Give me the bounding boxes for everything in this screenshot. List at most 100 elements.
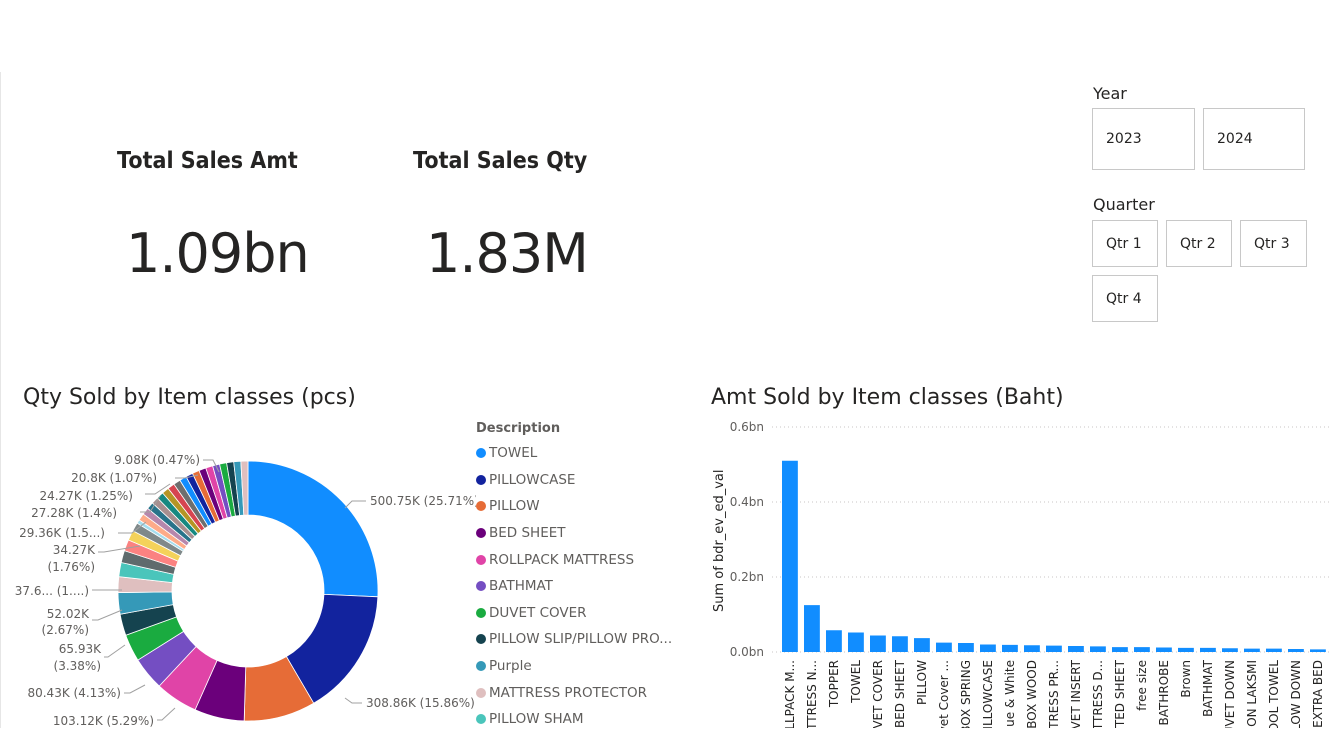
donut-label: (1.76%) [48, 560, 95, 574]
legend-color-dot [476, 687, 486, 698]
x-tick-label: MATTRESS D... [1091, 660, 1105, 728]
legend-color-dot [476, 661, 486, 672]
bar[interactable] [1024, 645, 1040, 652]
bar[interactable] [848, 632, 864, 653]
x-tick-label: Blue & White [1003, 660, 1017, 728]
bar-chart-title: Amt Sold by Item classes (Baht) [711, 385, 1064, 410]
legend-item[interactable]: MATTRESS PROTECTOR [476, 679, 676, 706]
legend-label: PILLOW [489, 498, 540, 515]
legend-color-dot [476, 634, 486, 645]
bar-chart: 0.0bn 0.2bn 0.4bn 0.6bn ROLLPACK M... MATTRE… [712, 420, 1332, 728]
year-option-2024[interactable]: 2024 [1203, 108, 1305, 170]
x-tick-label: free size [1135, 660, 1149, 711]
bar[interactable] [936, 642, 952, 652]
bar[interactable] [892, 636, 908, 652]
legend-item[interactable]: BATHMAT [476, 573, 676, 600]
bar[interactable] [1266, 648, 1282, 652]
bar[interactable] [1178, 647, 1194, 652]
legend-label: Purple [489, 658, 532, 675]
legend-label: BED SHEET [489, 525, 566, 542]
legend-color-dot [476, 554, 486, 565]
x-tick-label: Brown [1179, 660, 1193, 698]
donut-label: 52.02K [47, 607, 90, 621]
x-tick-label: BED SHEET [893, 659, 907, 728]
legend-label: PILLOWCASE [489, 471, 576, 488]
bar[interactable] [1156, 647, 1172, 653]
donut-label: 34.27K [53, 543, 96, 557]
legend-item[interactable]: BED SHEET [476, 520, 676, 547]
legend-item[interactable]: PILLOW SHAM [476, 706, 676, 733]
donut-label: 65.93K [59, 642, 102, 656]
x-tick-label: EXTRA BED [1311, 660, 1325, 728]
donut-chart: 500.75K (25.71%) 308.86K (15.86%) 9.08K … [15, 453, 476, 728]
bar[interactable] [782, 460, 798, 652]
legend-label: ROLLPACK MATTRESS [489, 551, 635, 568]
bar[interactable] [826, 630, 842, 652]
x-tick-label: TOWEL [849, 660, 863, 704]
bar[interactable] [1200, 647, 1216, 652]
page-left-border [0, 72, 1, 728]
legend-label: DUVET COVER [489, 604, 587, 621]
donut-label: 24.27K (1.25%) [39, 489, 133, 503]
donut-label: 103.12K (5.29%) [53, 714, 154, 728]
quarter-option-qtr4[interactable]: Qtr 4 [1092, 275, 1158, 322]
bar[interactable] [1310, 649, 1326, 652]
donut-label: (3.38%) [54, 659, 101, 673]
bar[interactable] [1112, 647, 1128, 652]
y-tick-label: 0.2bn [730, 570, 764, 584]
bar[interactable] [870, 635, 886, 653]
donut-chart-title: Qty Sold by Item classes (pcs) [23, 385, 356, 410]
donut-label-pillowcase: 308.86K (15.86%) [366, 696, 475, 710]
legend-item[interactable]: PILLOWCASE [476, 467, 676, 494]
x-tick-label: BOX WOOD [1025, 660, 1039, 728]
x-tick-label: DUVET INSERT [1069, 659, 1083, 728]
donut-label: (2.67%) [42, 623, 89, 637]
slicer-label: Quarter [1093, 195, 1155, 214]
bar[interactable] [1244, 648, 1260, 652]
bar[interactable] [1288, 649, 1304, 652]
legend-item[interactable]: PILLOW SLIP/PILLOW PRO... [476, 626, 676, 653]
bar[interactable] [980, 644, 996, 653]
x-tick-label: PILLOW [915, 660, 929, 705]
kpi-title: Total Sales Qty [413, 148, 588, 174]
x-tick-label: BATHMAT [1201, 659, 1215, 716]
kpi-value: 1.83M [426, 222, 589, 285]
bar[interactable] [1002, 644, 1018, 652]
bar[interactable] [1222, 648, 1238, 652]
legend-color-dot [476, 714, 486, 725]
x-tick-label: POOL TOWEL [1267, 660, 1281, 728]
legend-item[interactable]: Purple [476, 653, 676, 680]
legend-color-dot [476, 581, 486, 592]
donut-label: 29.36K (1.5...) [19, 526, 105, 540]
donut-label: 20.8K (1.07%) [71, 471, 157, 485]
donut-label: 37.6... (1....) [15, 584, 89, 598]
legend-item[interactable]: ROLLPACK MATTRESS [476, 546, 676, 573]
year-option-2023[interactable]: 2023 [1092, 108, 1195, 170]
x-tick-label: FITTED SHEET [1113, 659, 1127, 728]
bar[interactable] [958, 643, 974, 652]
legend-item[interactable]: TOWEL [476, 440, 676, 467]
quarter-option-qtr3[interactable]: Qtr 3 [1240, 220, 1307, 267]
donut-slice[interactable] [240, 460, 249, 516]
kpi-title: Total Sales Amt [117, 148, 298, 174]
legend-item[interactable]: PILLOW [476, 493, 676, 520]
x-tick-label: BOX SPRING [959, 660, 973, 728]
x-tick-label: MATTRESS N... [805, 660, 819, 728]
donut-slice[interactable] [247, 460, 379, 598]
bar[interactable] [1068, 646, 1084, 652]
x-tick-label: MATTRESS PR... [1047, 660, 1061, 728]
donut-label: 9.08K (0.47%) [114, 453, 200, 467]
x-tick-label: TOPPER [827, 660, 841, 708]
legend-color-dot [476, 448, 486, 459]
legend-title: Description [476, 421, 561, 436]
bar[interactable] [1134, 647, 1150, 652]
quarter-option-qtr1[interactable]: Qtr 1 [1092, 220, 1158, 267]
bar[interactable] [1090, 646, 1106, 652]
legend-color-dot [476, 474, 486, 485]
bar[interactable] [804, 605, 820, 652]
bar[interactable] [914, 638, 930, 652]
x-tick-label: BATHROBE [1157, 660, 1171, 725]
legend-item[interactable]: DUVET COVER [476, 600, 676, 627]
bar[interactable] [1046, 645, 1062, 652]
quarter-option-qtr2[interactable]: Qtr 2 [1166, 220, 1232, 267]
